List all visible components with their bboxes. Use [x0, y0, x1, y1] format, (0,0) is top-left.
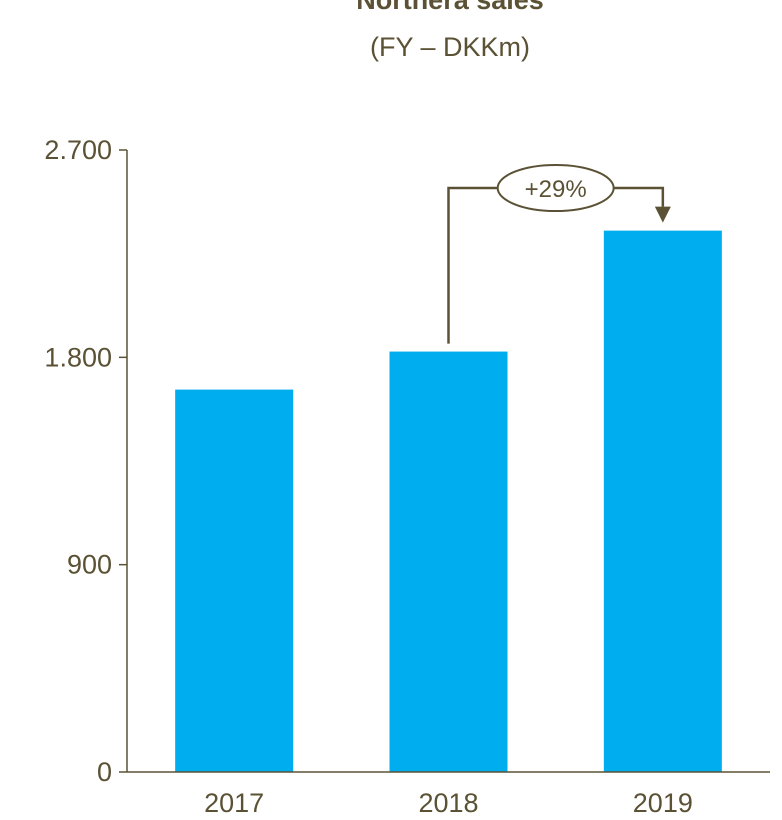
- bars: [175, 230, 722, 772]
- y-tick-label: 0: [97, 757, 112, 787]
- growth-arrow-head: [654, 206, 671, 223]
- chart-subtitle: (FY – DKKm): [369, 32, 531, 62]
- tick-labels: 2017 2018 2019 0 900 1.800 2.700: [44, 135, 692, 818]
- y-tick-label: 1.800: [44, 342, 112, 372]
- bar-2017: [175, 389, 294, 772]
- chart-title: Northera sales: [356, 0, 544, 15]
- growth-annotation: +29%: [447, 164, 671, 344]
- y-tick-label: 2.700: [44, 135, 112, 165]
- growth-label: +29%: [525, 176, 587, 203]
- axes: [119, 149, 770, 773]
- x-tick-label-2019: 2019: [633, 788, 693, 818]
- growth-label-oval: [496, 164, 615, 212]
- y-tick-label: 900: [67, 550, 112, 580]
- bar-2019: [603, 230, 722, 772]
- x-tick-label-2017: 2017: [204, 788, 264, 818]
- x-tick-label-2018: 2018: [418, 788, 478, 818]
- bar-2018: [389, 351, 508, 772]
